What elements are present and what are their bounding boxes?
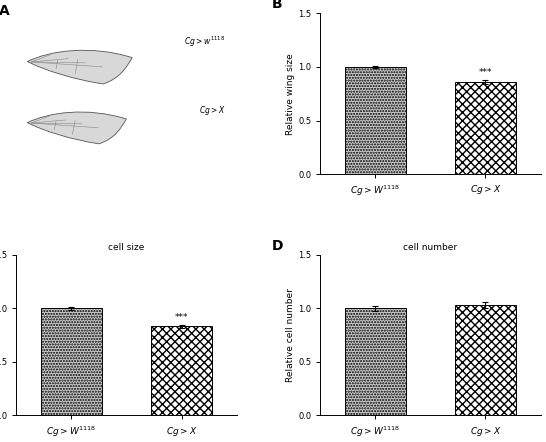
PathPatch shape [27, 112, 126, 144]
Y-axis label: Relative wing size: Relative wing size [286, 53, 295, 134]
Bar [41, 308, 102, 415]
Y-axis label: Relative cell number: Relative cell number [286, 288, 295, 382]
Bar [455, 305, 516, 415]
PathPatch shape [27, 50, 132, 84]
Text: ***: *** [479, 68, 492, 77]
Bar [345, 67, 406, 174]
Text: B: B [272, 0, 282, 11]
Text: $\it{Cg>X}$: $\it{Cg>X}$ [199, 104, 225, 117]
Text: ***: *** [175, 313, 188, 322]
Text: $\it{Cg>w^{1118}}$: $\it{Cg>w^{1118}}$ [184, 35, 225, 50]
Title: cell size: cell size [108, 244, 145, 252]
Text: A: A [0, 4, 9, 18]
Title: cell number: cell number [403, 244, 458, 252]
Bar [151, 327, 212, 415]
Bar [455, 82, 516, 174]
Bar [345, 308, 406, 415]
Text: D: D [272, 239, 283, 252]
